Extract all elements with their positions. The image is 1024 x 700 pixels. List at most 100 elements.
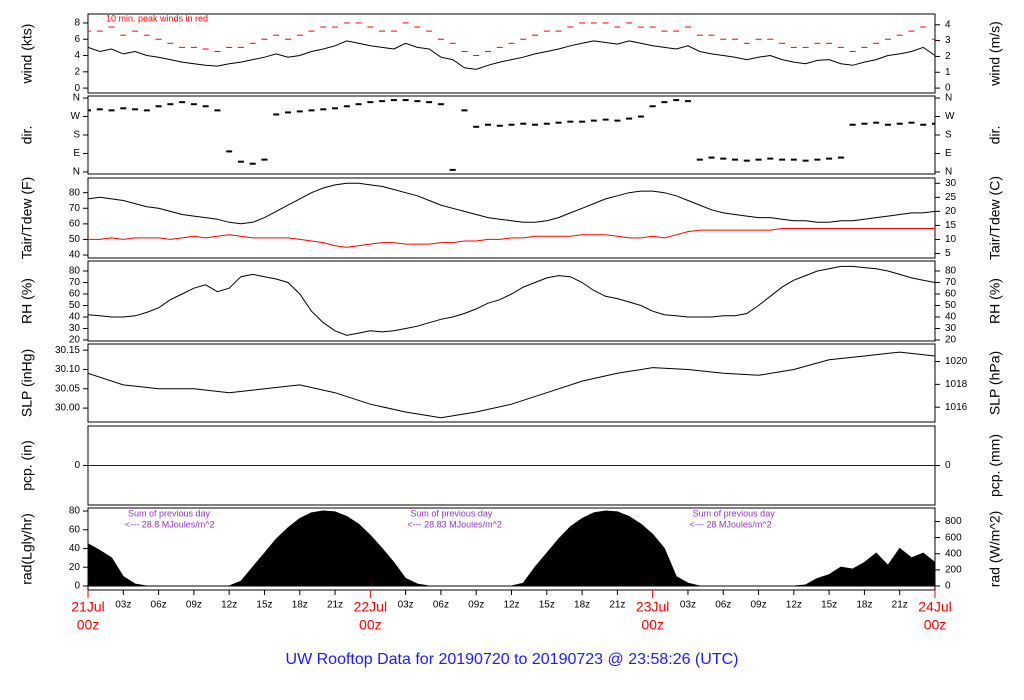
line [88,228,935,248]
y-tick-label: 70 [69,277,81,288]
y-axis-label: SLP (inHg) [19,349,35,417]
y2-axis-label: pcp. (mm) [987,434,1003,497]
y-tick-label: 30.00 [55,403,80,414]
y2-tick-label: 25 [945,192,957,203]
y2-axis-label: wind (m/s) [987,21,1003,87]
y2-tick-label: 70 [945,277,957,288]
y2-tick-label: 0 [945,83,951,94]
panel-frame [87,343,936,423]
y-tick-label: 80 [69,506,81,517]
day-label: 24Jul [918,599,951,615]
x-tick-label: 21z [327,600,343,611]
panel-frame [87,13,936,94]
y2-tick-label: 40 [945,312,957,323]
line [88,351,935,419]
x-tick-label: 06z [715,600,731,611]
y-tick-label: 20 [69,562,81,573]
x-tick-label: 06z [151,600,167,611]
y-tick-label: 80 [69,266,81,277]
y-axis-label: Tair/Tdew (F) [19,177,35,259]
y2-tick-label: 60 [945,289,957,300]
annotation: <--- 28.8 MJoules/m^2 [125,519,215,529]
y-axis-label: dir. [19,126,35,145]
x-tick-label: 03z [680,600,696,611]
y2-tick-label: 400 [945,548,962,559]
y-tick-label: 60 [69,218,81,229]
plot-area [88,22,935,70]
y2-tick-label: N [945,167,952,178]
y2-tick-label: 0 [945,460,951,471]
y2-tick-label: 50 [945,300,957,311]
x-tick-label: 09z [186,600,202,611]
y2-axis-label: dir. [987,126,1003,145]
x-tick-label: 09z [750,600,766,611]
x-tick-label: 03z [398,600,414,611]
annotation: <--- 28.83 MJoules/m^2 [407,519,502,529]
panel-frame [87,260,936,342]
annotation: Sum of previous day [693,508,776,518]
y-tick-label: 60 [69,289,81,300]
y2-tick-label: 800 [945,516,962,527]
annotation: Sum of previous day [128,508,211,518]
line [88,265,935,336]
annotation: <--- 28 MJoules/m^2 [690,519,772,529]
x-tick-label: 21z [892,600,908,611]
y2-tick-label: 20 [945,335,957,346]
y2-tick-label: 0 [945,581,951,592]
y2-tick-label: 5 [945,248,951,259]
chart-title: UW Rooftop Data for 20190720 to 20190723… [286,651,739,668]
y-tick-label: 4 [74,50,80,61]
plot-area [88,265,935,336]
y-tick-label: 30.15 [55,345,80,356]
y-tick-label: 50 [69,234,81,245]
x-tick-label: 15z [821,600,837,611]
day-hour-label: 00z [359,617,382,633]
line [88,182,935,225]
y2-tick-label: 3 [945,35,951,46]
y2-tick-label: 80 [945,266,957,277]
annotation: Sum of previous day [410,508,493,518]
y-tick-label: 50 [69,300,81,311]
y2-axis-label: SLP (hPa) [987,351,1003,415]
y2-tick-label: 2 [945,51,951,62]
y2-tick-label: 1 [945,67,951,78]
x-tick-label: 03z [115,600,131,611]
day-hour-label: 00z [924,617,947,633]
y-tick-label: 8 [74,18,80,29]
annotation: 10 min. peak winds in red [106,13,208,23]
x-tick-label: 12z [503,600,519,611]
day-label: 23Jul [636,599,669,615]
y2-axis-label: Tair/Tdew (C) [987,176,1003,260]
y-tick-label: 0 [74,581,80,592]
y2-tick-label: N [945,93,952,104]
y-tick-label: 20 [69,335,81,346]
panel-frame [87,95,936,175]
y-tick-label: 30.05 [55,383,80,394]
y-tick-label: E [73,148,80,159]
y2-tick-label: 20 [945,206,957,217]
y-tick-label: N [73,93,80,104]
x-tick-label: 18z [574,600,590,611]
y2-tick-label: 600 [945,532,962,543]
y2-tick-label: 30 [945,178,957,189]
y2-tick-label: 1020 [945,356,968,367]
area [88,510,935,587]
y2-tick-label: 10 [945,234,957,245]
y-tick-label: S [73,130,80,141]
y-tick-label: 40 [69,250,81,261]
y2-tick-label: 15 [945,220,957,231]
day-hour-label: 00z [641,617,664,633]
plot-area [88,99,935,171]
y2-axis-label: RH (%) [987,278,1003,324]
y-axis-label: pcp. (in) [19,440,35,491]
x-tick-label: 12z [221,600,237,611]
y2-tick-label: 4 [945,19,951,30]
y-tick-label: 40 [69,312,81,323]
x-tick-label: 18z [292,600,308,611]
y-tick-label: 2 [74,66,80,77]
day-label: 22Jul [354,599,387,615]
day-label: 21Jul [71,599,104,615]
y2-tick-label: 200 [945,564,962,575]
y2-tick-label: E [945,148,952,159]
